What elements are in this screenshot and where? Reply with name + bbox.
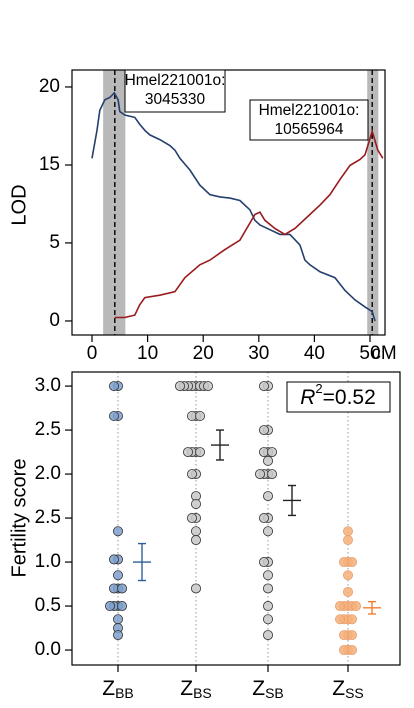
y-tick-label: 20	[39, 76, 60, 97]
data-point	[194, 410, 205, 421]
y-axis-label: LOD	[8, 184, 30, 225]
annotation-symbol: R	[300, 386, 315, 409]
data-point	[346, 614, 357, 625]
y-tick-label: 0.0	[35, 639, 61, 660]
y-tick-label: 2.5	[35, 419, 61, 440]
annotation-box	[124, 69, 226, 113]
data-point	[258, 513, 269, 524]
x-tick-label: ZSB	[252, 677, 284, 701]
annotation-text: Hmel221001o:	[259, 102, 360, 119]
annotation-box	[286, 381, 391, 413]
category-subscript: SS	[345, 685, 364, 701]
data-point	[109, 381, 120, 392]
data-point	[258, 425, 269, 436]
category-prefix: Z	[252, 677, 265, 700]
x-tick-label: ZBB	[102, 677, 134, 701]
data-point	[262, 455, 273, 466]
data-point	[346, 557, 357, 568]
y-tick-label: 3.0	[35, 375, 61, 396]
data-point	[334, 614, 345, 625]
data-point	[262, 570, 273, 581]
data-point	[190, 526, 201, 537]
x-tick-label: 30	[248, 343, 269, 364]
y-tick-label: 0.5	[35, 595, 61, 616]
y-axis-label: Fertility score	[8, 459, 30, 578]
category-prefix: Z	[102, 677, 115, 700]
data-point	[258, 557, 269, 568]
data-point	[202, 381, 213, 392]
data-point	[186, 513, 197, 524]
x-tick-label: 0	[87, 343, 98, 364]
data-point	[182, 447, 193, 458]
data-point	[266, 447, 277, 458]
lod-line	[91, 91, 376, 322]
data-point	[254, 469, 265, 480]
data-point	[350, 601, 361, 612]
annotation-text: R2=0.52	[300, 381, 376, 408]
category-prefix: Z	[180, 677, 193, 700]
data-point	[262, 526, 273, 537]
lod-line	[114, 128, 384, 319]
data-point	[109, 554, 120, 565]
category-prefix: Z	[332, 677, 345, 700]
category-subscript: SB	[265, 685, 284, 701]
data-point	[262, 630, 273, 641]
data-point	[342, 570, 353, 581]
data-point	[346, 630, 357, 641]
category-subscript: BB	[115, 685, 134, 701]
plot-frame	[71, 69, 386, 336]
y-tick-label: 2.0	[35, 463, 61, 484]
category-subscript: BS	[193, 685, 212, 701]
x-tick-label: 40	[304, 343, 325, 364]
data-point	[346, 645, 357, 656]
data-point	[113, 570, 124, 581]
annotation-text: 3045330	[145, 91, 206, 108]
data-point	[262, 614, 273, 625]
y-tick-label: 5	[49, 232, 60, 253]
data-point	[342, 526, 353, 537]
data-point	[334, 601, 345, 612]
data-point	[262, 601, 273, 612]
annotation-value: =0.52	[323, 386, 376, 409]
data-point	[113, 614, 124, 625]
data-point	[190, 498, 201, 509]
data-point	[186, 469, 197, 480]
x-tick-label: ZBS	[180, 677, 212, 701]
data-point	[117, 601, 128, 612]
annotation-box	[249, 99, 369, 141]
annotation-text: Hmel221001o:	[125, 72, 226, 89]
data-point	[113, 630, 124, 641]
x-tick-label: 20	[193, 343, 214, 364]
x-axis-label: cM	[371, 343, 396, 364]
x-tick-label: 50	[359, 343, 380, 364]
x-tick-label: ZSS	[332, 677, 364, 701]
y-tick-label: 15	[39, 154, 60, 175]
y-tick-label: 1.0	[35, 551, 61, 572]
plot-frame	[71, 371, 401, 666]
data-point	[266, 469, 277, 480]
data-point	[190, 535, 201, 546]
data-point	[113, 526, 124, 537]
annotation-text: 10565964	[275, 121, 344, 138]
data-point	[174, 381, 185, 392]
data-point	[190, 583, 201, 594]
annotation-power: 2	[315, 381, 322, 396]
data-point	[262, 583, 273, 594]
data-point	[258, 381, 269, 392]
data-point	[117, 583, 128, 594]
data-point	[105, 601, 116, 612]
x-tick-label: 10	[137, 343, 158, 364]
data-point	[194, 447, 205, 458]
data-point	[342, 586, 353, 597]
y-tick-label: 0	[49, 310, 60, 331]
data-point	[262, 491, 273, 502]
data-point	[342, 535, 353, 546]
data-point	[109, 410, 120, 421]
y-tick-label: 2.5	[35, 507, 61, 528]
